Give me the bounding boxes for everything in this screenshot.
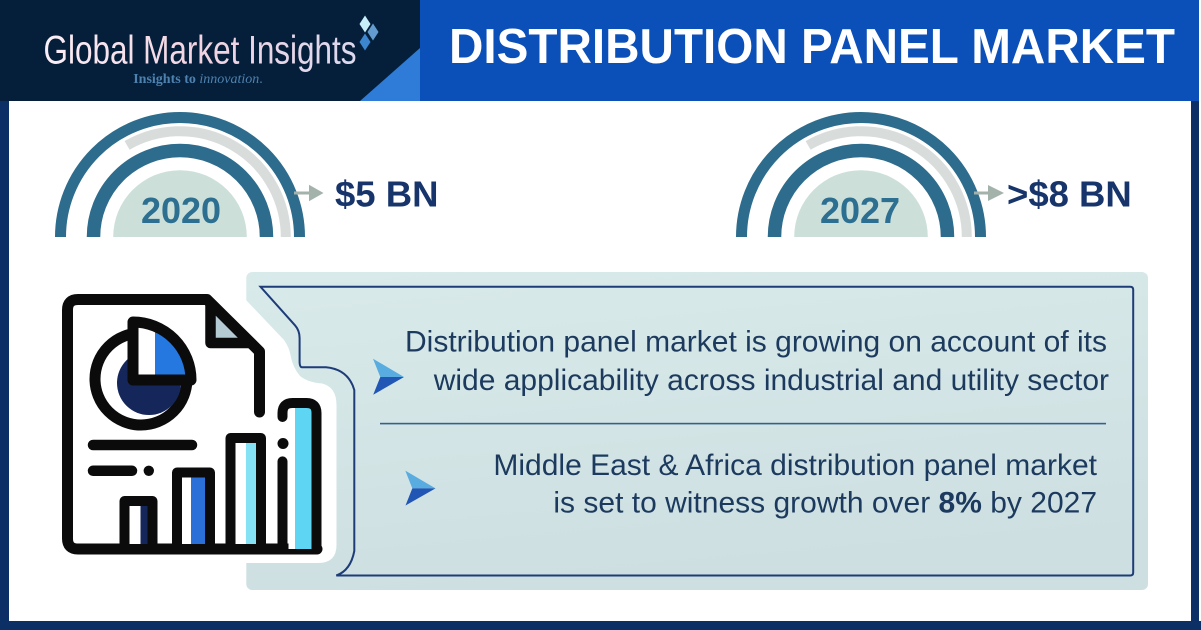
svg-text:>$8 BN: >$8 BN	[1007, 174, 1132, 215]
svg-text:Insights to innovation.: Insights to innovation.	[133, 72, 263, 87]
svg-text:2027: 2027	[820, 190, 900, 231]
svg-text:wide applicability across indu: wide applicability across industrial and…	[433, 364, 1109, 397]
svg-text:DISTRIBUTION PANEL MARKET: DISTRIBUTION PANEL MARKET	[449, 20, 1175, 74]
svg-text:Distribution panel market is g: Distribution panel market is growing on …	[405, 326, 1107, 359]
svg-text:2020: 2020	[141, 190, 221, 231]
svg-text:Middle East & Africa distribut: Middle East & Africa distribution panel …	[493, 449, 1097, 482]
svg-text:$5 BN: $5 BN	[335, 174, 438, 215]
svg-text:is set to witness growth over: is set to witness growth over 8% by 2027	[553, 487, 1097, 520]
svg-text:Global Market Insights: Global Market Insights	[44, 29, 357, 73]
